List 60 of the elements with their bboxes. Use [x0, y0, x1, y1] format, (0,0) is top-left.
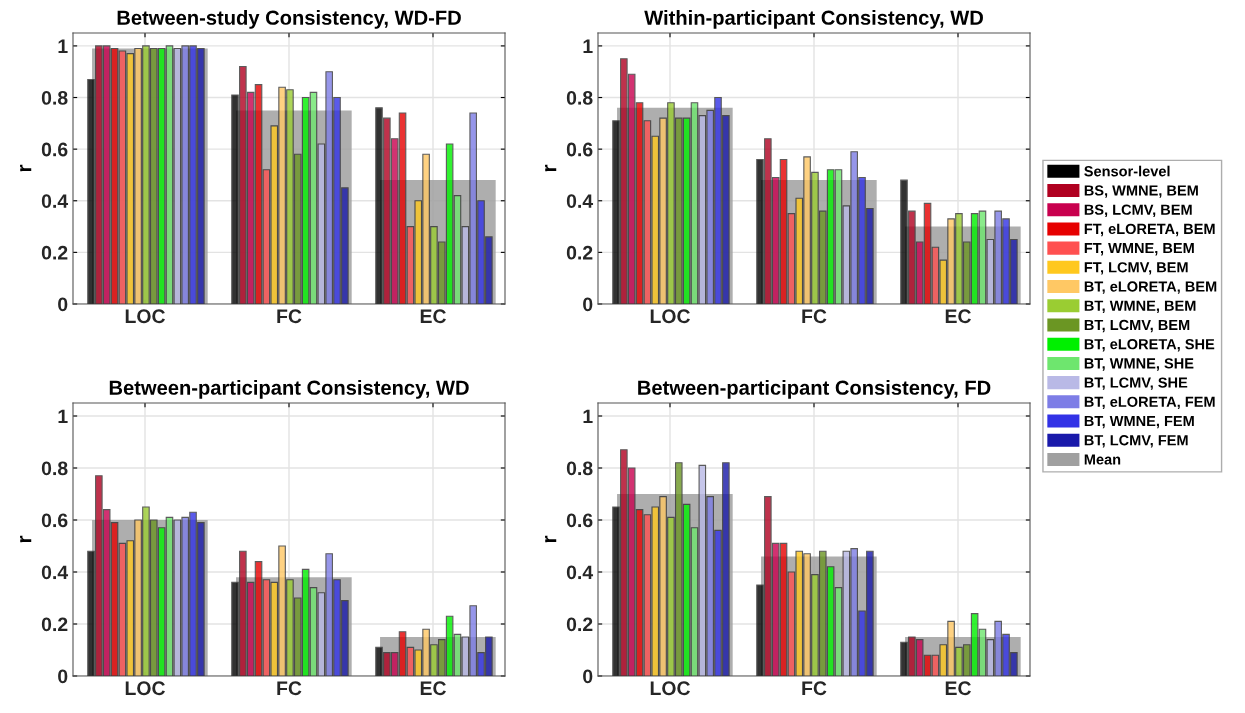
y-axis-title: r: [20, 164, 32, 172]
y-tick-label: 0.6: [566, 142, 593, 157]
chart-title: Between-participant Consistency, FD: [638, 380, 991, 399]
x-tick-label: FC: [277, 681, 302, 696]
legend-label: BT, WMNE, SHE: [1084, 358, 1194, 371]
x-tick-label: LOC: [650, 309, 690, 324]
legend-label: BS, LCMV, BEM: [1084, 204, 1192, 217]
y-axis-title: r: [545, 164, 557, 172]
y-tick-label: 0: [58, 669, 68, 684]
y-tick-label: 0.8: [41, 90, 68, 105]
y-tick-label: 1: [58, 39, 68, 53]
x-tick-label: LOC: [125, 681, 165, 696]
legend-label: FT, eLORETA, BEM: [1084, 223, 1215, 237]
y-tick-label: 1: [583, 39, 593, 53]
legend-label: BT, WMNE, FEM: [1084, 416, 1194, 429]
y-tick-label: 0.4: [41, 565, 69, 580]
y-tick-label: 0.4: [41, 194, 69, 208]
x-tick-label: EC: [945, 309, 971, 324]
y-tick-label: 0.2: [566, 245, 593, 260]
y-axis-title: r: [545, 535, 557, 543]
y-tick-label: 0.6: [41, 513, 68, 528]
chart-title: Between-participant Consistency, WD: [109, 380, 469, 399]
y-tick-label: 0.2: [566, 617, 593, 632]
x-tick-label: EC: [420, 681, 446, 696]
y-tick-label: 0: [58, 297, 68, 312]
legend-label: BS, WMNE, BEM: [1084, 185, 1198, 198]
x-tick-label: EC: [420, 309, 446, 324]
x-tick-label: FC: [802, 681, 827, 696]
y-axis-title: r: [20, 535, 32, 543]
x-tick-label: LOC: [650, 681, 690, 696]
y-tick-label: 0.2: [41, 617, 68, 632]
legend-label: BT, WMNE, BEM: [1084, 300, 1196, 314]
x-tick-label: EC: [945, 681, 971, 696]
legend-label: BT, LCMV, FEM: [1084, 435, 1188, 448]
y-tick-label: 0.6: [41, 142, 68, 157]
legend-label: Sensor-level: [1084, 165, 1170, 177]
legend-label: FT, WMNE, BEM: [1084, 243, 1194, 256]
y-tick-label: 0.8: [41, 461, 68, 476]
y-tick-label: 0.2: [41, 245, 68, 260]
y-tick-label: 0.4: [566, 565, 594, 580]
chart-title: Within-participant Consistency, WD: [644, 10, 983, 29]
y-tick-label: 0.8: [566, 90, 593, 105]
y-tick-label: 1: [583, 409, 593, 424]
legend-label: BT, eLORETA, FEM: [1084, 396, 1215, 410]
y-tick-label: 1: [58, 409, 68, 424]
y-tick-label: 0.4: [566, 194, 594, 208]
legend-label: BT, LCMV, BEM: [1084, 319, 1190, 333]
y-tick-label: 0: [583, 297, 593, 312]
x-tick-label: FC: [277, 309, 302, 324]
legend-label: BT, LCMV, SHE: [1084, 377, 1188, 390]
legend-label: BT, eLORETA, SHE: [1084, 339, 1215, 352]
x-tick-label: LOC: [125, 309, 165, 324]
y-tick-label: 0.6: [566, 513, 593, 528]
legend-label: FT, LCMV, BEM: [1084, 262, 1188, 275]
y-tick-label: 0.8: [566, 461, 593, 476]
x-tick-label: FC: [802, 309, 827, 324]
legend-label: BT, eLORETA, BEM: [1084, 281, 1217, 294]
y-tick-label: 0: [583, 669, 593, 684]
chart-title: Between-study Consistency, WD-FD: [117, 10, 461, 29]
legend-label: Mean: [1084, 454, 1121, 465]
